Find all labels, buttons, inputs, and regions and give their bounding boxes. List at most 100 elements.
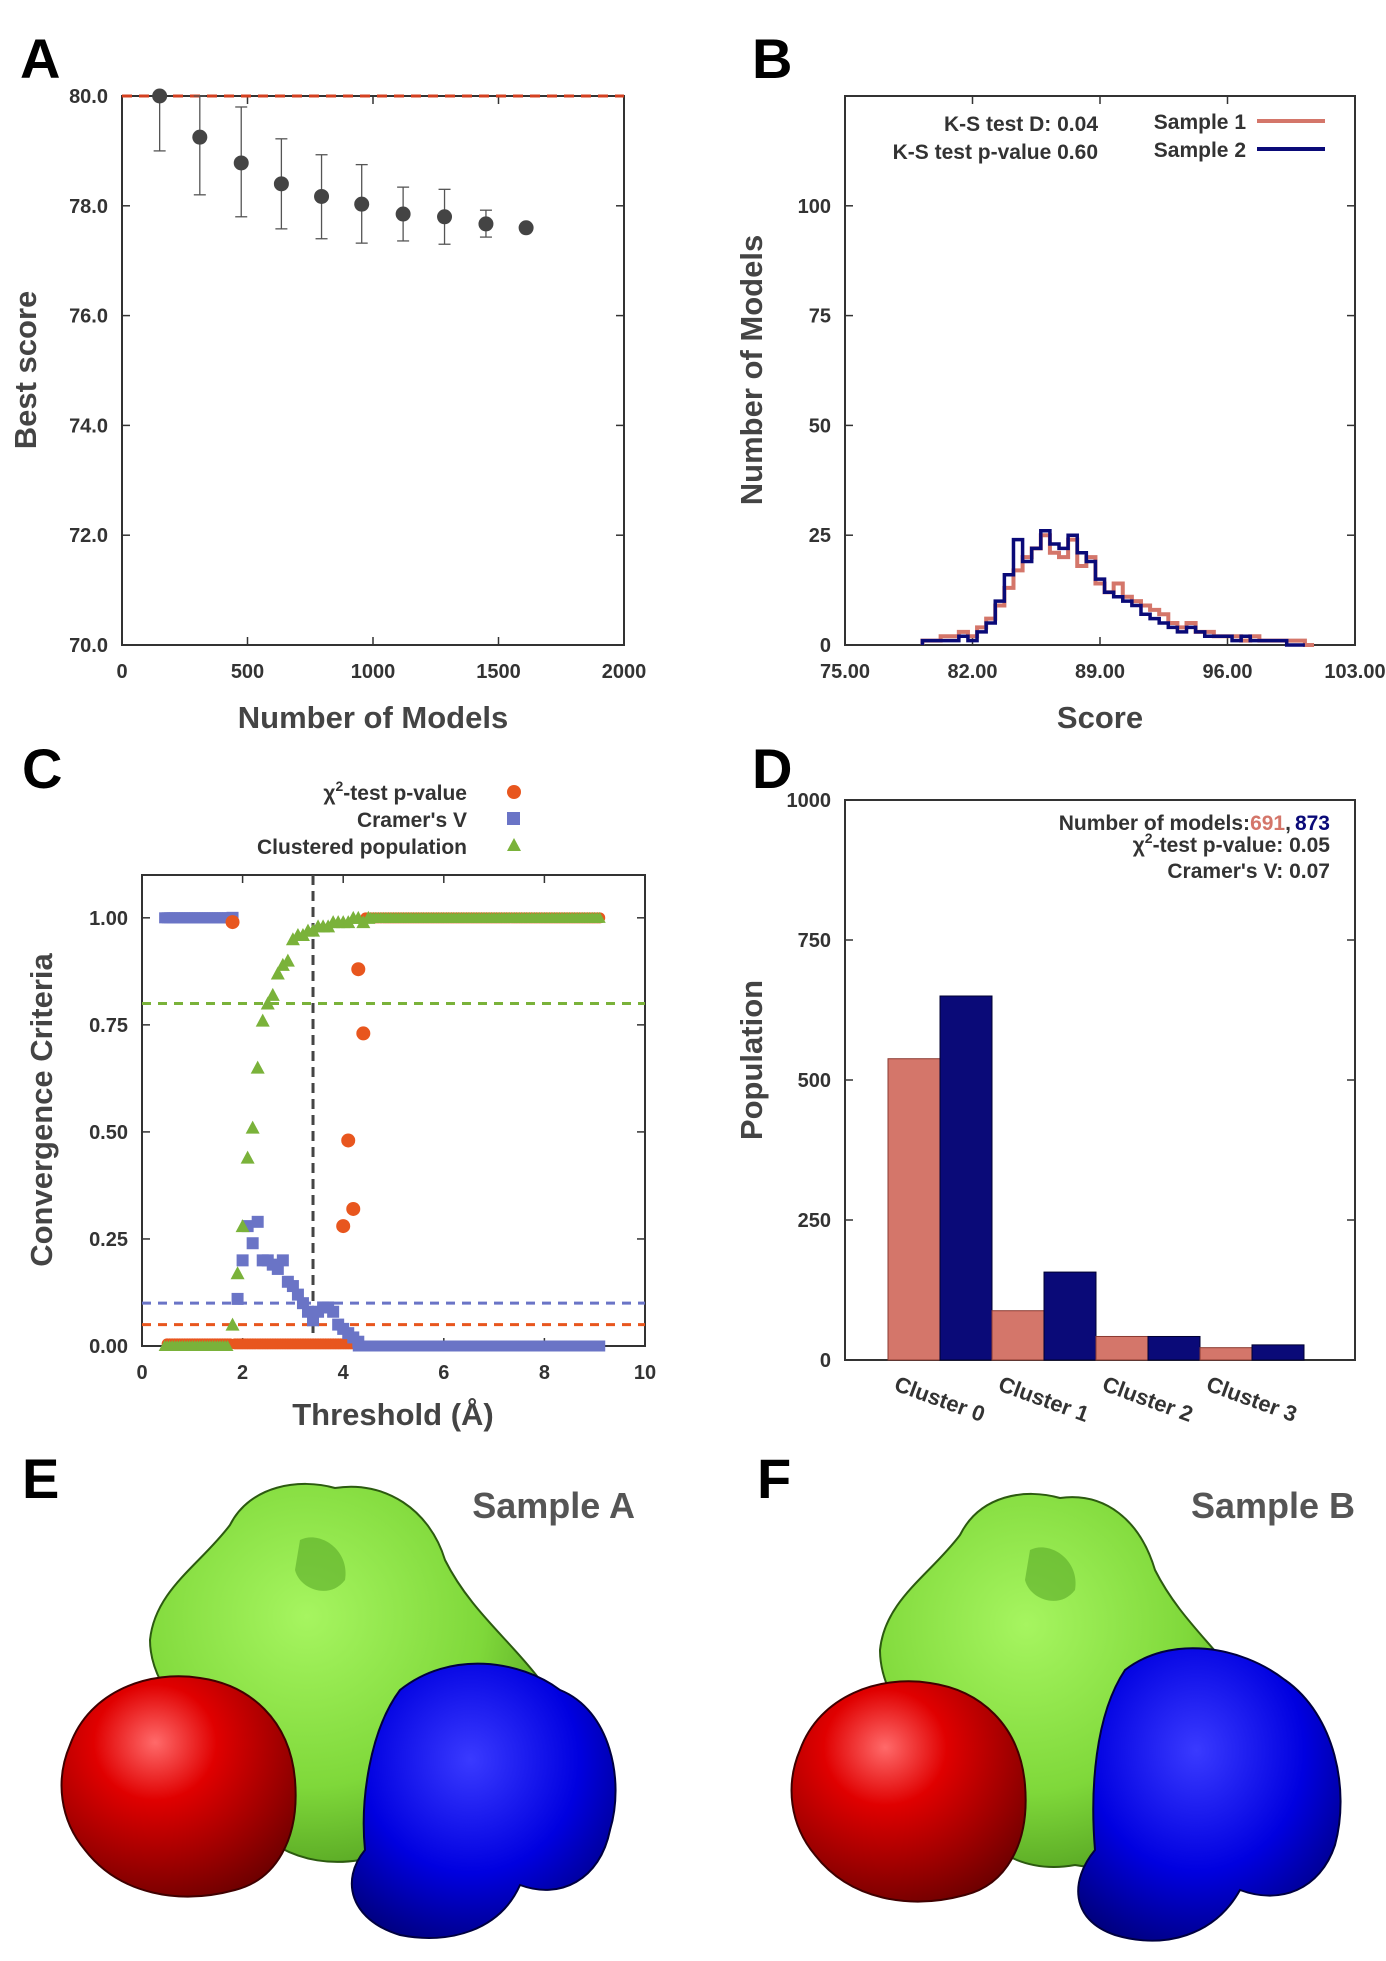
chart-a-point (478, 216, 494, 232)
chart-a-x-tick-label: 500 (231, 661, 264, 683)
chart-d-bar (939, 995, 993, 1361)
chart-c-clustered-point (250, 1060, 265, 1074)
chart-b-y-axis-label: Number of Models (734, 235, 769, 505)
chart-a-point (518, 220, 534, 236)
chart-d-bar (1095, 1335, 1149, 1361)
chart-c-clustered-point (593, 911, 606, 923)
chart-c-y-axis-label: Convergence Criteria (24, 952, 59, 1266)
chart-a-y-tick-label: 78.0 (69, 196, 108, 218)
chart-a-x-axis-label: Number of Models (238, 700, 508, 735)
chart-c-clustered-point (260, 996, 275, 1010)
chart-b-x-tick-label: 96.00 (1202, 661, 1252, 683)
chart-c-clustered-point (225, 1317, 240, 1331)
chart-d-y-tick-label: 1000 (787, 790, 832, 812)
sample-b-blue-domain (1077, 1647, 1342, 1942)
chart-d-bar (1147, 1335, 1201, 1361)
sample-a-blue-domain (350, 1662, 617, 1939)
chart-a-y-axis-label: Best score (8, 291, 43, 450)
chart-d-y-tick-label: 250 (798, 1210, 831, 1232)
sample-b-title: Sample B (1191, 1485, 1355, 1526)
legend-chi-marker (507, 785, 521, 799)
chart-c-clustered-point (235, 1219, 250, 1233)
number-of-models-annotation: Number of models:691, 873 (1059, 812, 1330, 835)
chart-c-x-tick-label: 0 (136, 1362, 147, 1384)
panel-label-c: C (22, 737, 62, 800)
chart-d-bar (1199, 1347, 1253, 1361)
legend-clustered-marker (507, 838, 521, 851)
chart-b-x-tick-label: 103.00 (1324, 661, 1385, 683)
chart-b-y-tick-label: 50 (809, 415, 831, 437)
chart-c-frame (141, 874, 646, 1347)
chart-c-chi-point (341, 1133, 356, 1148)
chart-a-y-tick-label: 74.0 (69, 415, 108, 437)
chart-a-y-tick-label: 76.0 (69, 306, 108, 328)
chart-d-y-tick-label: 500 (798, 1070, 831, 1092)
chart-d-bar (887, 1058, 941, 1361)
legend-chi-label: χ2-test p-value (323, 778, 467, 805)
sample-b-green-shade (1025, 1547, 1076, 1601)
chart-b-y-tick-label: 100 (798, 196, 831, 218)
chart-b-x-tick-label: 89.00 (1075, 661, 1125, 683)
chart-c-clustered-point (265, 987, 280, 1001)
chart-a-point (273, 176, 289, 192)
chart-c-chi-point (336, 1219, 351, 1234)
chart-c-chi-point (225, 915, 240, 930)
chart-d-bar (1043, 1271, 1097, 1361)
sample-a-title: Sample A (472, 1485, 635, 1526)
chart-b-x-tick-label: 75.00 (820, 661, 870, 683)
chart-a-point (437, 209, 453, 225)
chart-c-y-tick-label: 0.75 (89, 1015, 128, 1037)
chart-b-series-1-line (920, 533, 1315, 647)
panel-label-b: B (752, 27, 792, 90)
panel-label-f: F (757, 1447, 791, 1510)
chart-b-series-2-line (920, 529, 1305, 647)
chart-c-y-tick-label: 0.00 (89, 1336, 128, 1358)
chart-a-point (192, 129, 208, 145)
ks-test-d-annotation: K-S test D: 0.04 (944, 113, 1098, 136)
chart-a-point (152, 88, 168, 104)
chart-c-cramer-point (236, 1254, 249, 1267)
chart-b-y-tick-label: 0 (820, 635, 831, 657)
chart-c: 0.00 0.25 0.50 0.75 1.00 0 2 4 6 8 10 χ2-test p-va… (24, 778, 656, 1432)
sample-a-red-domain (60, 1675, 297, 1898)
chart-c-cramer-point (251, 1215, 264, 1228)
chart-b-x-axis-label: Score (1057, 700, 1143, 735)
chart-c-x-tick-label: 4 (338, 1362, 350, 1384)
chart-c-x-axis-label: Threshold (Å) (292, 1397, 494, 1432)
chart-c-clustered-point (361, 910, 376, 924)
chart-c-clustered-point (240, 1150, 255, 1164)
chart-d-category-label: Cluster 0 (891, 1371, 988, 1427)
chart-d-bar (1251, 1344, 1305, 1361)
chart-a-point (314, 188, 330, 204)
chart-d-y-tick-label: 0 (820, 1350, 831, 1372)
chart-b-x-tick-label: 82.00 (947, 661, 997, 683)
chi-test-annotation: χ2-test p-value: 0.05 (1133, 830, 1331, 857)
legend-clustered-label: Clustered population (257, 836, 467, 859)
chart-c-x-tick-label: 6 (438, 1362, 449, 1384)
chart-a-x-tick-label: 1500 (476, 661, 521, 683)
sample-a-green-shade (295, 1537, 346, 1591)
cramer-annotation: Cramer's V: 0.07 (1167, 860, 1330, 883)
chart-c-cramer-point (352, 1335, 365, 1348)
chart-c-x-tick-label: 2 (237, 1362, 248, 1384)
chart-a-frame (121, 95, 625, 646)
chart-a: 70.0 72.0 74.0 76.0 78.0 80.0 0 500 1000 1500 2000… (8, 86, 646, 735)
chart-c-chi-point (346, 1201, 361, 1216)
panel-label-d: D (752, 737, 792, 800)
chart-a-point (354, 196, 370, 212)
chart-c-cramer-point (276, 1254, 289, 1267)
sample-b-surface-image: Sample B (790, 1485, 1355, 1942)
panel-label-e: E (22, 1447, 59, 1510)
chart-c-cramer-point (246, 1237, 259, 1250)
chart-a-x-tick-label: 2000 (602, 661, 647, 683)
chart-a-point (233, 155, 249, 171)
chart-c-clustered-point (255, 1013, 270, 1027)
chart-c-y-tick-label: 0.50 (89, 1122, 128, 1144)
chart-c-clustered-point (221, 1340, 234, 1351)
chart-c-cramer-point (231, 1292, 244, 1305)
sample-a-surface-image: Sample A (60, 1482, 635, 1939)
chart-a-x-tick-label: 1000 (351, 661, 396, 683)
chart-b: 0 25 50 75 100 75.00 82.00 89.00 96.00 103.00 K-S… (734, 95, 1386, 735)
chart-c-y-tick-label: 1.00 (89, 908, 128, 930)
